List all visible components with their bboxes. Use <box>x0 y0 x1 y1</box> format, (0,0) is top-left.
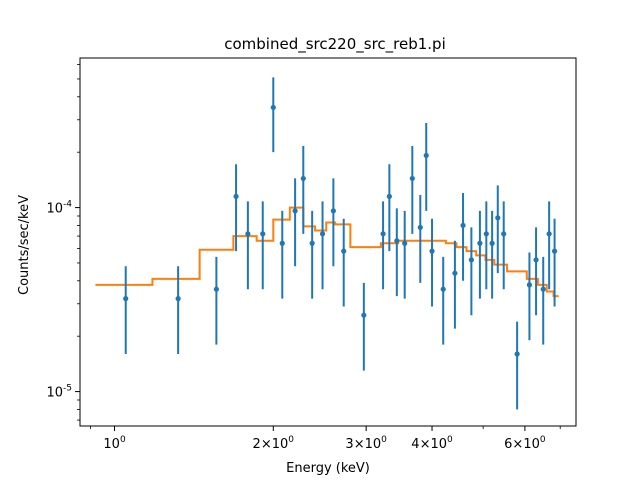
data-point <box>402 240 408 246</box>
data-point <box>319 231 326 237</box>
data-point <box>546 231 552 237</box>
data-point <box>175 296 181 302</box>
data-point <box>501 231 507 237</box>
x-tick-label: 2×100 <box>253 435 295 452</box>
data-point <box>292 208 298 214</box>
data-point <box>361 312 367 318</box>
data-point <box>514 351 520 357</box>
x-tick-label: 6×100 <box>504 435 546 452</box>
data-point <box>245 231 251 237</box>
x-tick-label: 4×100 <box>411 435 453 452</box>
data-point <box>477 240 483 246</box>
data-point <box>213 286 219 292</box>
data-point <box>380 231 386 237</box>
data-point <box>417 224 423 231</box>
data-point <box>533 257 539 263</box>
data-point <box>489 240 495 246</box>
x-tick-label: 100 <box>103 435 126 452</box>
data-point <box>270 104 276 111</box>
data-point <box>330 208 336 214</box>
data-point <box>483 231 489 237</box>
data-layer <box>123 77 558 410</box>
x-tick-label: 3×100 <box>345 435 387 452</box>
y-axis-label: Counts/sec/keV <box>17 195 32 295</box>
data-point <box>409 175 415 182</box>
data-point <box>386 193 392 200</box>
data-point <box>429 248 435 254</box>
x-axis-label: Energy (keV) <box>286 461 370 476</box>
data-point <box>526 282 533 288</box>
y-tick-label: 10-4 <box>46 200 72 217</box>
data-point <box>460 222 466 229</box>
data-point <box>540 286 546 292</box>
data-point <box>468 257 474 263</box>
data-point <box>394 238 400 244</box>
data-point <box>440 286 446 292</box>
data-point <box>123 296 129 302</box>
data-point <box>279 240 285 246</box>
data-point <box>452 270 458 276</box>
data-point <box>495 215 501 221</box>
data-point <box>300 175 306 182</box>
tick-layer: 100 2×100 3×100 4×100 6×100 10-5 10-4 <box>46 63 561 452</box>
data-point <box>551 248 558 254</box>
data-point <box>233 193 239 200</box>
plot-frame <box>79 57 577 427</box>
data-point <box>260 231 266 237</box>
data-point <box>423 152 429 159</box>
y-tick-label: 10-5 <box>46 384 72 401</box>
chart-title: combined_src220_src_reb1.pi <box>224 35 446 54</box>
data-point <box>309 240 315 246</box>
data-point <box>341 248 347 254</box>
